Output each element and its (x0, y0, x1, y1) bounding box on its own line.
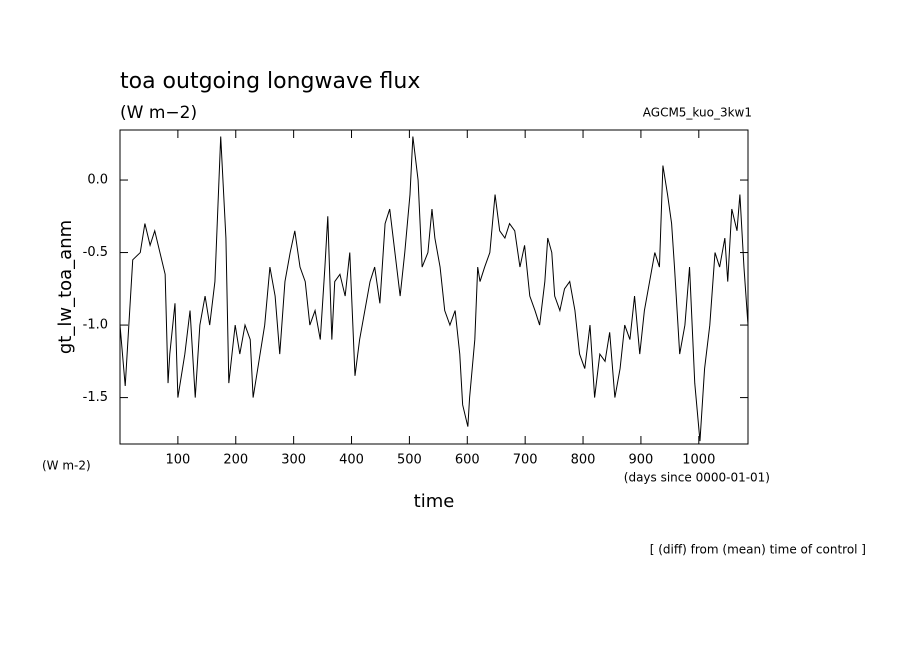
chart-title: toa outgoing longwave flux (120, 69, 420, 94)
y-axis-label: gt_lw_toa_anm (55, 220, 76, 354)
x-units: (days since 0000-01-01) (624, 471, 770, 485)
x-tick-label: 500 (397, 453, 422, 468)
x-tick-label: 900 (629, 453, 654, 468)
x-tick-label: 700 (513, 453, 538, 468)
x-tick-label: 1000 (682, 453, 715, 468)
y-tick-label: -1.5 (83, 390, 108, 405)
plot-frame (119, 129, 749, 445)
x-tick-label: 800 (571, 453, 596, 468)
x-tick-label: 400 (339, 453, 364, 468)
y-tick-label: 0.0 (87, 173, 108, 188)
footer: [ (diff) from (mean) time of control ] (650, 543, 866, 557)
x-tick-label: 600 (455, 453, 480, 468)
x-axis-label: time (414, 491, 455, 512)
chart-subtitle: (W m−2) (120, 103, 197, 123)
x-tick-label: 100 (165, 453, 190, 468)
x-tick-label: 300 (281, 453, 306, 468)
annotation: AGCM5_kuo_3kw1 (643, 106, 752, 120)
y-tick-label: -1.0 (83, 318, 108, 333)
y-tick-label: -0.5 (83, 245, 108, 260)
data-line (119, 136, 749, 442)
x-tick-label: 200 (223, 453, 248, 468)
y-units: (W m-2) (42, 459, 91, 473)
